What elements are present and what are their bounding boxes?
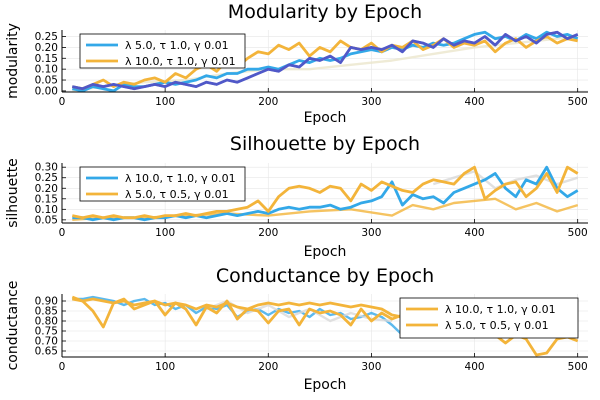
x-tick-label: 200 <box>258 361 278 373</box>
x-tick-label: 0 <box>59 227 66 239</box>
legend-entry: λ 5.0, τ 0.5, γ 0.01 <box>445 319 549 332</box>
x-tick-label: 200 <box>258 96 278 108</box>
x-tick-label: 300 <box>361 96 381 108</box>
legend-entry: λ 5.0, τ 0.5, γ 0.01 <box>125 188 229 201</box>
series-line-2 <box>72 165 579 220</box>
y-tick-label: 0.80 <box>35 316 58 328</box>
x-tick-label: 100 <box>155 96 175 108</box>
series-line-top <box>72 30 579 91</box>
x-tick-label: 100 <box>155 227 175 239</box>
x-axis-label: Epoch <box>304 377 347 393</box>
x-tick-label: 400 <box>465 361 485 373</box>
x-tick-label: 500 <box>568 227 588 239</box>
y-tick-label: 0.10 <box>35 64 58 76</box>
x-tick-label: 0 <box>59 361 66 373</box>
x-axis-label: Epoch <box>304 244 347 260</box>
y-tick-label: 0.70 <box>35 336 58 348</box>
y-tick-label: 0.85 <box>35 306 58 318</box>
y-tick-label: 0.05 <box>35 214 58 226</box>
y-tick-label: 0.20 <box>35 42 58 54</box>
x-tick-label: 500 <box>568 361 588 373</box>
x-tick-label: 300 <box>361 361 381 373</box>
modularity-chart: 0 100 200 300 400 500 0.000.050.100.150.200.25… <box>5 1 588 126</box>
x-tick-label: 200 <box>258 227 278 239</box>
y-tick-label: 0.15 <box>35 53 58 65</box>
x-tick-label: 0 <box>59 96 66 108</box>
y-tick-label: 0.15 <box>35 193 58 205</box>
series-line-2 <box>72 35 578 91</box>
x-tick-label: 300 <box>361 227 381 239</box>
legend: λ 10.0, τ 1.0, γ 0.01 λ 5.0, τ 0.5, γ 0.0… <box>399 297 579 339</box>
legend-entry: λ 10.0, τ 1.0, γ 0.01 <box>445 303 556 316</box>
y-tick-label: 0.00 <box>35 85 58 97</box>
x-tick-label: 400 <box>465 96 485 108</box>
silhouette-chart: 0 100 200 300 400 500 0.050.100.150.200.250.30… <box>5 133 588 260</box>
y-axis-label: silhouette <box>5 158 21 228</box>
legend: λ 10.0, τ 1.0, γ 0.01 λ 5.0, τ 0.5, γ 0.0… <box>79 166 246 202</box>
y-axis-label: modularity <box>5 23 21 99</box>
legend: λ 5.0, τ 1.0, γ 0.01 λ 10.0, τ 1.0, γ 0.0… <box>79 33 246 69</box>
legend-box <box>399 297 579 339</box>
y-tick-label: 0.75 <box>35 326 58 338</box>
y-tick-label: 0.30 <box>35 162 58 174</box>
x-tick-label: 500 <box>568 96 588 108</box>
y-tick-label: 0.25 <box>35 172 58 184</box>
x-tick-label: 400 <box>465 227 485 239</box>
y-axis-label: conductance <box>5 281 21 371</box>
y-tick-label: 0.20 <box>35 183 58 195</box>
y-tick-label: 0.05 <box>35 75 58 87</box>
y-tick-label: 0.25 <box>35 31 58 43</box>
y-tick-label: 0.65 <box>35 346 58 358</box>
series-line-faint <box>72 35 578 93</box>
chart-title: Modularity by Epoch <box>228 1 422 23</box>
chart-title: Conductance by Epoch <box>216 265 434 287</box>
y-tick-label: 0.10 <box>35 204 58 216</box>
conductance-chart: 0 100 200 300 400 500 0.650.700.750.800.850.90… <box>5 265 588 393</box>
x-tick-label: 100 <box>155 361 175 373</box>
x-axis-label: Epoch <box>304 110 347 126</box>
legend-entry: λ 10.0, τ 1.0, γ 0.01 <box>125 55 236 68</box>
legend-entry: λ 5.0, τ 1.0, γ 0.01 <box>125 39 229 52</box>
chart-title: Silhouette by Epoch <box>230 133 420 155</box>
legend-entry: λ 10.0, τ 1.0, γ 0.01 <box>125 172 236 185</box>
y-tick-label: 0.90 <box>35 296 58 308</box>
